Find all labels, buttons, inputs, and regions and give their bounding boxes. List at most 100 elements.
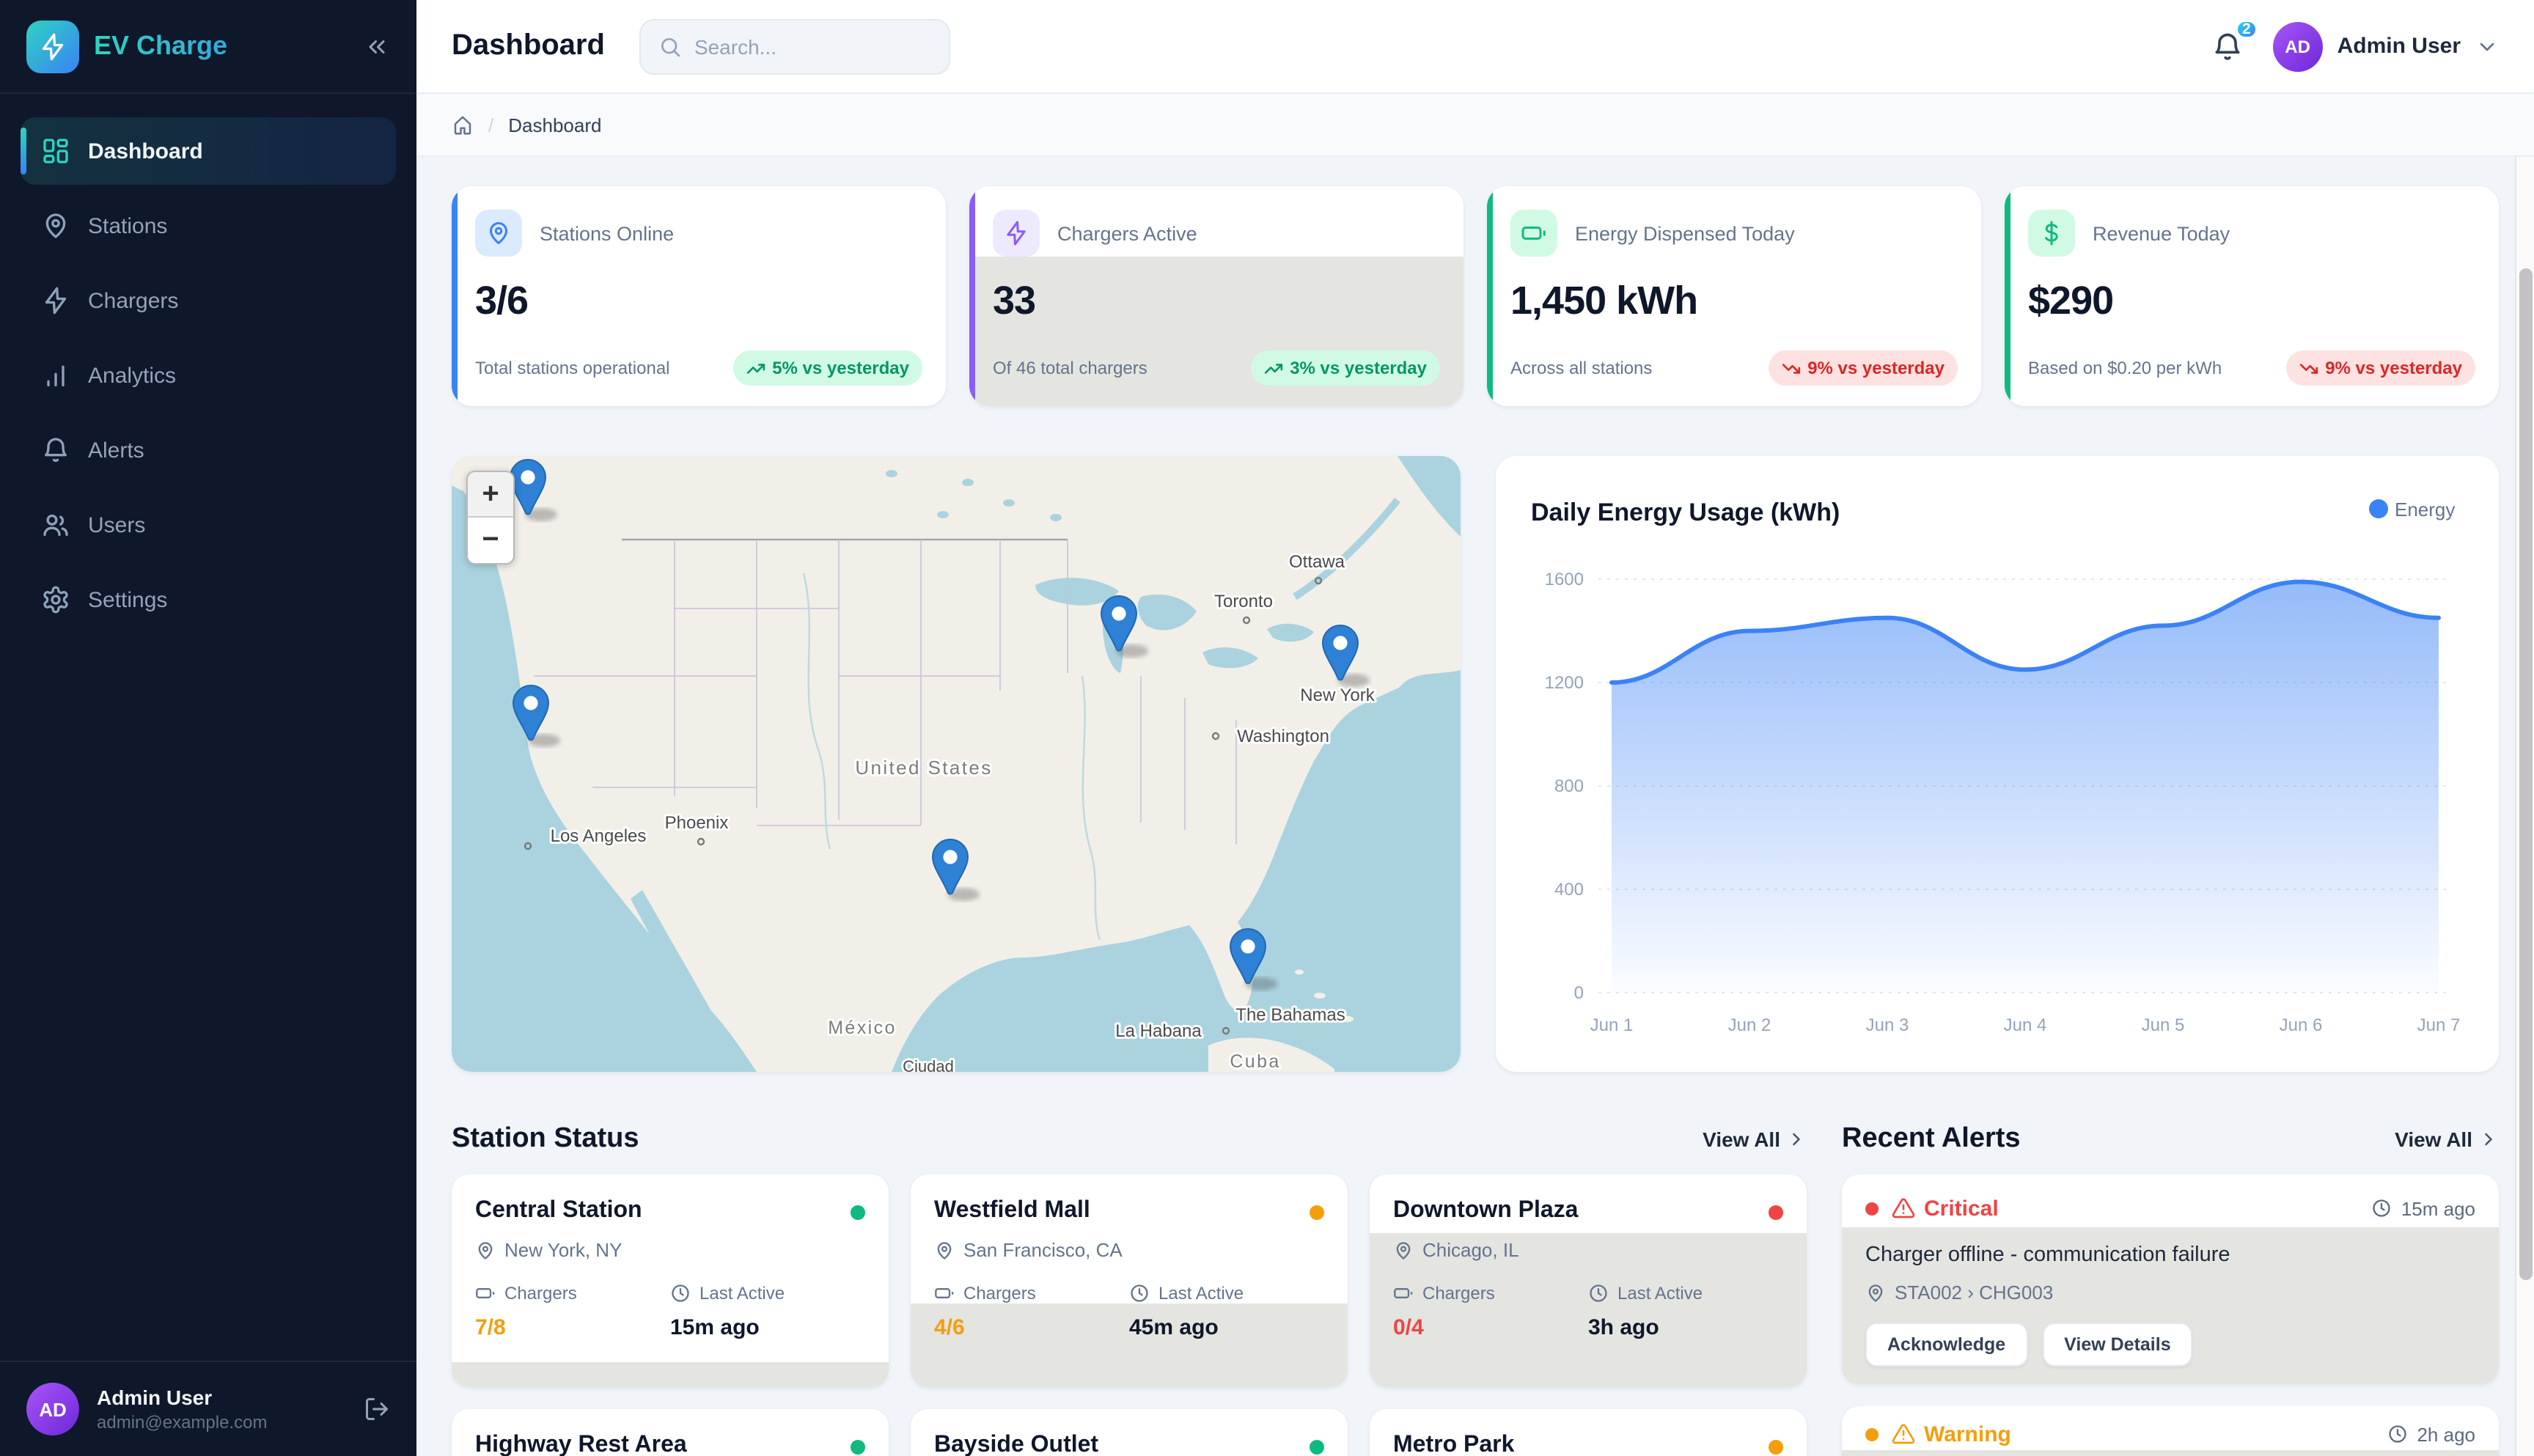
station-name: Central Station	[475, 1198, 642, 1223]
brand-logo-bolt-icon	[26, 20, 79, 73]
search-icon	[659, 34, 683, 58]
battery-icon	[475, 1283, 496, 1304]
stations-map[interactable]: Ottawa Toronto New York Washington United St…	[452, 456, 1461, 1072]
status-dot	[1769, 1440, 1783, 1455]
alert-time: 15m ago	[2401, 1197, 2475, 1219]
scrollbar-thumb[interactable]	[2519, 268, 2533, 1280]
alerts-view-all-link[interactable]: View All	[2395, 1128, 2499, 1151]
chevron-right-icon	[2478, 1129, 2499, 1150]
user-menu[interactable]: AD Admin User	[2272, 21, 2499, 71]
recent-alerts-section: Recent Alerts View All Critical	[1842, 1119, 2499, 1456]
map-label: Phoenix	[665, 813, 729, 833]
stat-card-energy-dispensed: Energy Dispensed Today 1,450 kWh Across …	[1487, 186, 1981, 406]
notifications-button[interactable]: 2	[2211, 18, 2258, 62]
last-active-value: 45m ago	[1129, 1315, 1219, 1340]
accent-bar	[1487, 186, 1493, 406]
map-marker-pin[interactable]	[931, 838, 969, 895]
trend-up-icon	[746, 359, 765, 378]
station-card-downtown-plaza[interactable]: Downtown Plaza Chicago, IL Chargers 0	[1370, 1174, 1807, 1387]
stations-view-all-link[interactable]: View All	[1703, 1128, 1807, 1151]
stat-value: 33	[993, 279, 1036, 323]
home-icon[interactable]	[452, 114, 474, 136]
sidebar-item-alerts[interactable]: Alerts	[21, 416, 396, 484]
status-dot	[851, 1440, 865, 1455]
last-active-value: 15m ago	[670, 1315, 760, 1340]
station-card-metro-park[interactable]: Metro Park	[1370, 1409, 1807, 1456]
station-cards-grid: Central Station New York, NY Chargers	[452, 1174, 1807, 1456]
breadcrumb-separator: /	[488, 114, 494, 136]
x-axis-tick: Jun 7	[2417, 1015, 2461, 1035]
view-details-button[interactable]: View Details	[2042, 1323, 2193, 1367]
gray-overlay	[911, 1304, 1348, 1387]
nav-label: Alerts	[88, 438, 144, 463]
sidebar-item-chargers[interactable]: Chargers	[21, 267, 396, 334]
station-card-highway-rest-area[interactable]: Highway Rest Area	[452, 1409, 889, 1456]
page-scrollbar[interactable]	[2515, 157, 2534, 1456]
map-zoom-control: + −	[466, 471, 515, 565]
user-email: admin@example.com	[97, 1412, 268, 1433]
section-title: Recent Alerts	[1842, 1123, 2021, 1154]
nav-label: Analytics	[88, 363, 177, 388]
map-pin-icon	[1393, 1240, 1414, 1260]
energy-usage-chart-card: Daily Energy Usage (kWh) Energy 0 400 800 120…	[1496, 456, 2499, 1072]
user-name: Admin User	[2337, 34, 2461, 59]
nav-label: Stations	[88, 213, 168, 238]
sidebar-item-dashboard[interactable]: Dashboard	[21, 117, 396, 185]
station-card-westfield-mall[interactable]: Westfield Mall San Francisco, CA Charger…	[911, 1174, 1348, 1387]
bar-chart-icon	[41, 361, 70, 390]
status-dot	[1310, 1205, 1324, 1220]
chargers-count: 0/4	[1393, 1315, 1424, 1340]
topbar: Dashboard 2 AD Admin User	[416, 0, 2534, 94]
map-label: Los Angeles	[551, 826, 647, 846]
map-label: Ottawa	[1289, 552, 1345, 572]
stat-subtext: Total stations operational	[475, 358, 670, 378]
y-axis-tick: 1600	[1545, 570, 1584, 589]
zoom-out-button[interactable]: −	[482, 523, 499, 556]
station-card-bayside-outlet[interactable]: Bayside Outlet	[911, 1409, 1348, 1456]
map-marker-pin[interactable]	[512, 684, 550, 741]
sidebar-collapse-icon[interactable]	[364, 33, 390, 59]
map-label: México	[828, 1018, 897, 1038]
map-pin-icon	[1865, 1282, 1886, 1303]
zoom-in-button[interactable]: +	[468, 472, 513, 518]
sidebar-item-analytics[interactable]: Analytics	[21, 342, 396, 409]
y-axis-tick: 1200	[1545, 673, 1584, 693]
bell-icon	[2211, 30, 2244, 62]
map-marker-pin[interactable]	[1229, 927, 1267, 985]
sidebar-item-settings[interactable]: Settings	[21, 566, 396, 633]
search-box	[639, 18, 951, 74]
status-dot	[1310, 1440, 1324, 1455]
sidebar-item-users[interactable]: Users	[21, 491, 396, 559]
logout-icon[interactable]	[364, 1396, 390, 1422]
clock-icon	[2372, 1198, 2392, 1218]
legend-label: Energy	[2395, 499, 2455, 521]
battery-icon	[1393, 1283, 1414, 1304]
acknowledge-button[interactable]: Acknowledge	[1865, 1323, 2028, 1367]
alert-location: STA002 › CHG003	[1895, 1282, 2054, 1304]
trend-down-icon	[2299, 359, 2318, 378]
chevron-down-icon	[2475, 34, 2499, 58]
dashboard-content: Stations Online 3/6 Total stations opera…	[416, 157, 2534, 1456]
map-pin-icon	[475, 1240, 496, 1260]
stat-subtext: Across all stations	[1510, 358, 1653, 378]
map-canvas: Ottawa Toronto New York Washington United St…	[452, 456, 1461, 1072]
map-marker-pin[interactable]	[1321, 624, 1359, 681]
station-card-central-station[interactable]: Central Station New York, NY Chargers	[452, 1174, 889, 1387]
sidebar-nav: Dashboard Stations Chargers Analytics Al…	[0, 94, 416, 1361]
main-area: Dashboard 2 AD Admin User / Dashboar	[416, 0, 2534, 1456]
bolt-icon	[41, 286, 70, 315]
trend-badge: 3% vs yesterday	[1250, 350, 1440, 386]
sidebar-item-stations[interactable]: Stations	[21, 192, 396, 260]
breadcrumb-current: Dashboard	[508, 114, 602, 136]
sidebar-header: EV Charge	[0, 0, 416, 94]
gear-icon	[41, 585, 70, 614]
map-marker-pin[interactable]	[1100, 595, 1138, 652]
battery-icon	[1510, 210, 1557, 257]
map-pin-icon	[41, 211, 70, 240]
battery-icon	[934, 1283, 955, 1304]
map-label: La Habana	[1115, 1021, 1202, 1041]
trend-down-icon	[1781, 359, 1800, 378]
trend-badge: 9% vs yesterday	[2285, 350, 2475, 386]
energy-usage-chart: Daily Energy Usage (kWh) Energy 0 400 800 120…	[1531, 499, 2461, 1035]
search-input[interactable]	[694, 34, 932, 58]
